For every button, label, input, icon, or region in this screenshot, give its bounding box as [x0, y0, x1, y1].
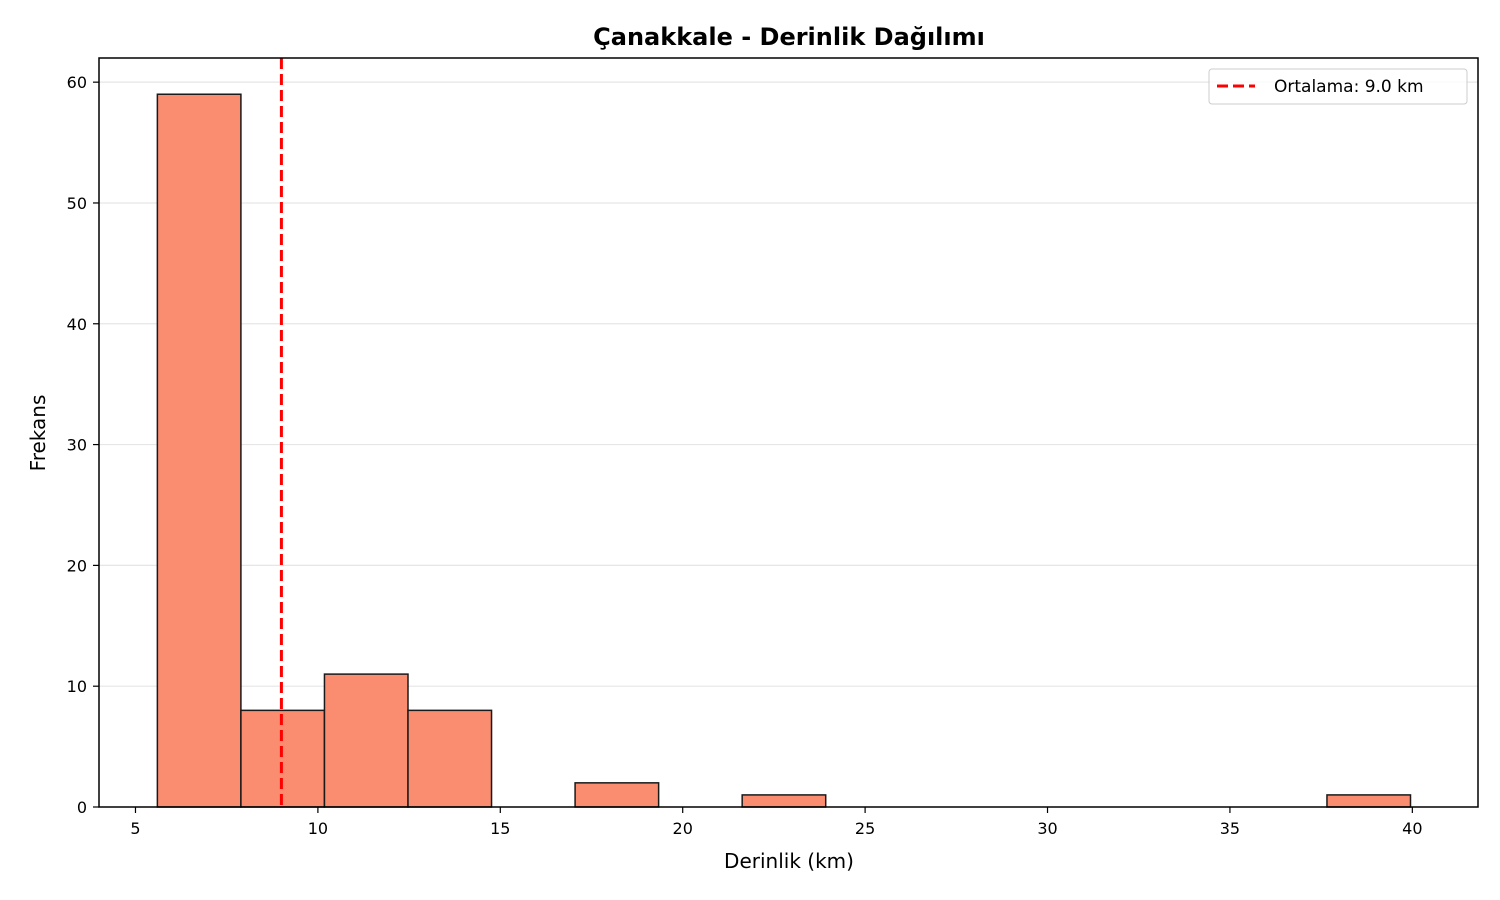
x-tick-label: 30	[1037, 819, 1057, 838]
x-axis-label: Derinlik (km)	[724, 849, 854, 873]
y-tick-label: 60	[67, 73, 87, 92]
x-tick-label: 35	[1220, 819, 1240, 838]
histogram-bar	[156, 93, 242, 808]
legend-label: Ortalama: 9.0 km	[1274, 77, 1424, 97]
legend-box	[1208, 68, 1468, 105]
histogram-bar	[574, 782, 660, 808]
x-tick-label: 10	[308, 819, 328, 838]
histogram-bar	[1326, 794, 1412, 808]
y-gridlines	[99, 81, 1478, 687]
x-tick-label: 25	[855, 819, 875, 838]
x-tick-label: 40	[1402, 819, 1422, 838]
y-tick-label: 40	[67, 315, 87, 334]
x-tick-label: 15	[490, 819, 510, 838]
legend: Ortalama: 9.0 km	[1208, 68, 1468, 105]
y-tick-label: 20	[67, 556, 87, 575]
histogram-bar	[407, 709, 493, 808]
histogram-bar	[741, 794, 827, 808]
x-tick-label: 20	[673, 819, 693, 838]
x-tick-label: 5	[130, 819, 140, 838]
y-tick-label: 30	[67, 436, 87, 455]
y-axis-ticks: 0 10 20 30 40 50 60	[67, 73, 99, 817]
histogram-bars	[156, 93, 1412, 808]
y-tick-label: 50	[67, 194, 87, 213]
y-tick-label: 10	[67, 677, 87, 696]
histogram-bar	[323, 673, 409, 808]
y-axis-label: Frekans	[26, 395, 50, 472]
chart-title: Çanakkale - Derinlik Dağılımı	[593, 23, 985, 51]
plot-frame	[98, 57, 1479, 808]
x-axis-ticks: 5 10 15 20 25 30 35 40	[130, 807, 1423, 838]
y-tick-label: 0	[77, 798, 87, 817]
